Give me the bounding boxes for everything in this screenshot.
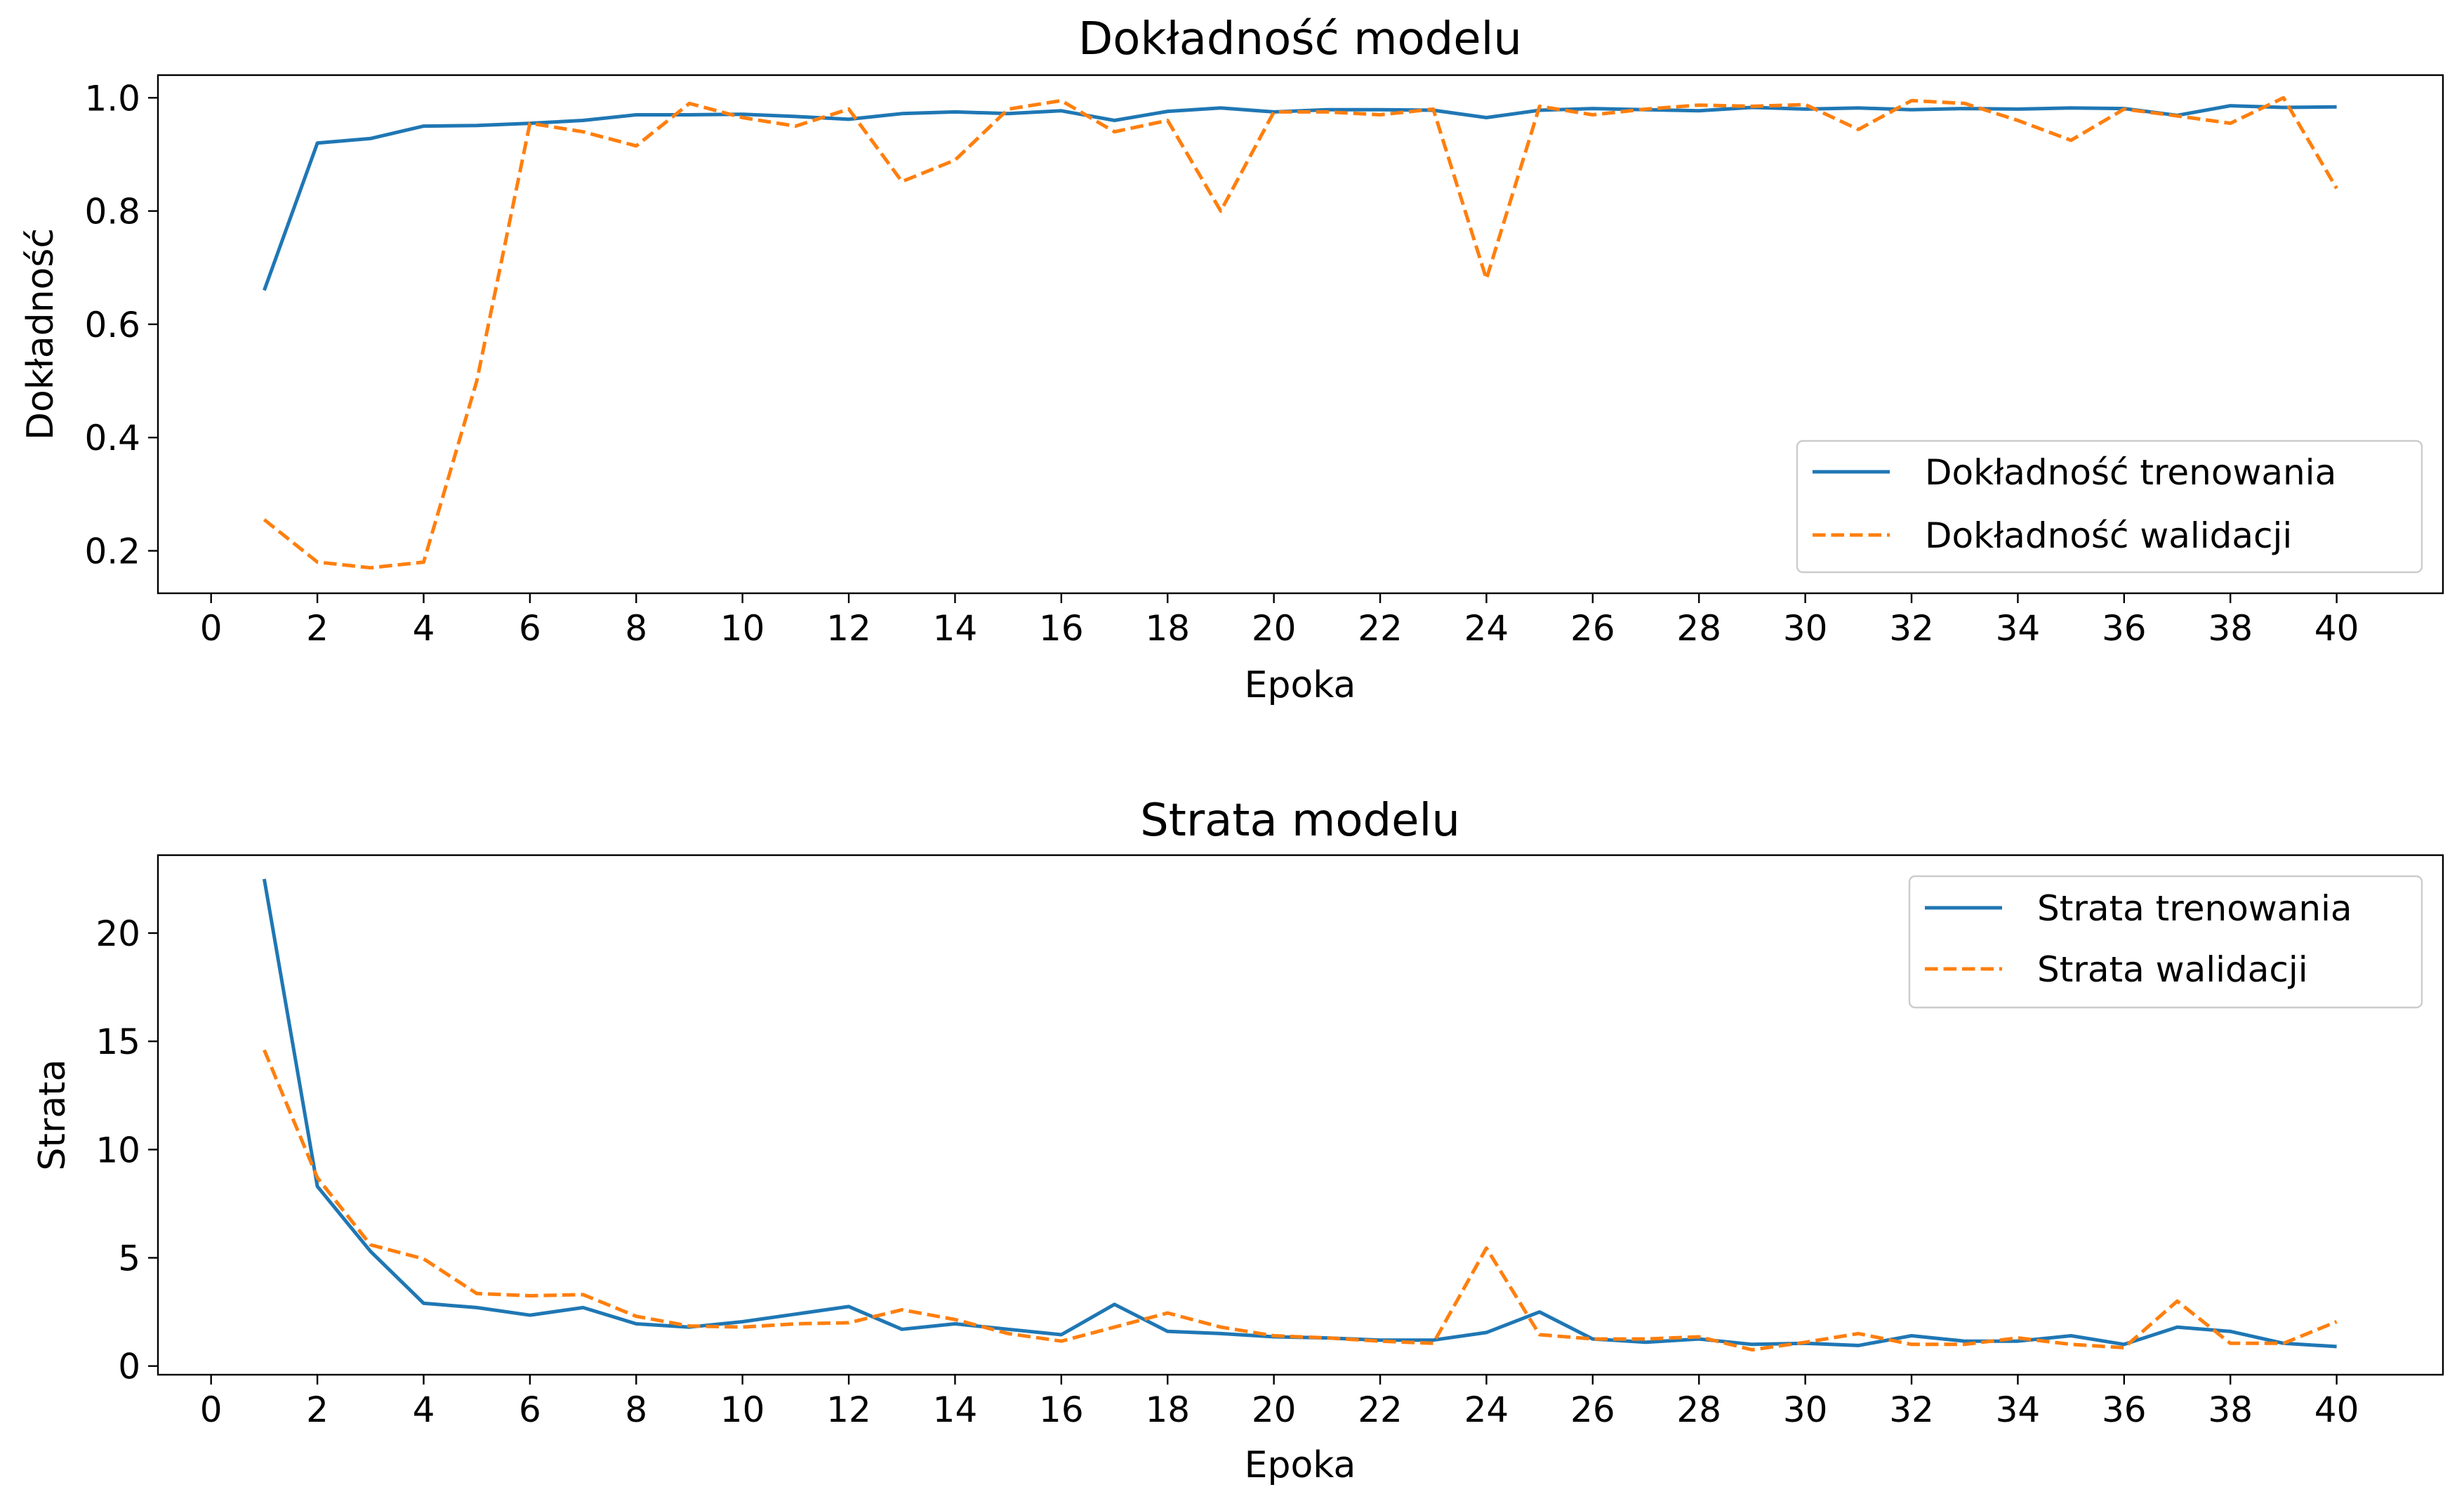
- accuracy-axes-frame: [157, 74, 2444, 595]
- accuracy-x-tick-label: 32: [1889, 608, 1934, 649]
- loss-legend-validation-label: Strata walidacji: [2037, 949, 2308, 990]
- loss-x-tick-label: 32: [1889, 1389, 1934, 1430]
- accuracy-x-tick-label: 16: [1039, 608, 1084, 649]
- accuracy-subplot: Dokładność modelu 0 2 4 6 8 10 12 14 16 18 20 22 24 2…: [20, 13, 2444, 706]
- accuracy-series-validation-line: [263, 95, 2338, 570]
- accuracy-x-tick-label: 34: [1996, 608, 2041, 649]
- loss-x-tick-label: 20: [1252, 1389, 1297, 1430]
- accuracy-x-tick-label: 24: [1464, 608, 1509, 649]
- accuracy-x-tick-label: 40: [2314, 608, 2359, 649]
- loss-axes-frame: [157, 854, 2444, 1376]
- accuracy-x-tick-label: 26: [1570, 608, 1615, 649]
- loss-x-tick-label: 12: [826, 1389, 871, 1430]
- accuracy-legend-train-label: Dokładność trenowania: [1925, 452, 2336, 493]
- loss-x-tick-label: 34: [1996, 1389, 2041, 1430]
- loss-x-tick-label: 36: [2102, 1389, 2147, 1430]
- loss-x-tick-label: 14: [933, 1389, 978, 1430]
- accuracy-y-axis-label: Dokładność: [20, 228, 62, 440]
- loss-legend: Strata trenowania Strata walidacji: [1908, 875, 2423, 1009]
- accuracy-x-tick-label: 12: [826, 608, 871, 649]
- loss-y-tick-label: 20: [95, 913, 140, 954]
- loss-x-tick-label: 18: [1145, 1389, 1190, 1430]
- loss-x-tick-label: 24: [1464, 1389, 1509, 1430]
- loss-x-tick-label: 26: [1570, 1389, 1615, 1430]
- loss-x-tick-label: 8: [625, 1389, 647, 1430]
- loss-plot-marks: 0 2 4 6 8 10 12 14 16 18 20 22 24 26 28 30 32 34 36 38 40051…: [95, 878, 2359, 1430]
- accuracy-x-tick-label: 22: [1358, 608, 1403, 649]
- accuracy-chart-title: Dokładność modelu: [1078, 13, 1522, 65]
- accuracy-legend-box: [1796, 440, 2423, 574]
- accuracy-y-tick-label: 0.4: [84, 418, 140, 458]
- accuracy-x-axis-label: Epoka: [1245, 664, 1356, 706]
- accuracy-x-tick-label: 8: [625, 608, 647, 649]
- accuracy-legend: Dokładność trenowania Dokładność walidac…: [1796, 440, 2423, 574]
- loss-x-tick-label: 28: [1676, 1389, 1721, 1430]
- loss-series-validation-line: [263, 1049, 2338, 1352]
- loss-x-tick-label: 16: [1039, 1389, 1084, 1430]
- accuracy-y-tick-label: 0.8: [84, 192, 140, 232]
- loss-x-tick-label: 10: [720, 1389, 765, 1430]
- accuracy-y-tick-label: 1.0: [84, 78, 140, 119]
- accuracy-x-tick-label: 4: [413, 608, 435, 649]
- accuracy-x-tick-label: 30: [1783, 608, 1828, 649]
- loss-y-tick-label: 15: [95, 1022, 140, 1062]
- loss-y-tick-label: 5: [118, 1239, 140, 1279]
- loss-x-tick-label: 0: [200, 1389, 223, 1430]
- accuracy-x-tick-label: 6: [519, 608, 541, 649]
- accuracy-x-tick-label: 28: [1676, 608, 1721, 649]
- loss-x-tick-label: 38: [2208, 1389, 2253, 1430]
- loss-x-tick-label: 22: [1358, 1389, 1403, 1430]
- loss-legend-box: [1908, 875, 2423, 1009]
- accuracy-x-tick-label: 14: [933, 608, 978, 649]
- loss-x-axis-label: Epoka: [1245, 1444, 1356, 1486]
- loss-legend-train-label: Strata trenowania: [2037, 888, 2352, 929]
- loss-chart-title: Strata modelu: [1140, 795, 1460, 847]
- accuracy-x-tick-label: 10: [720, 608, 765, 649]
- loss-x-tick-label: 4: [413, 1389, 435, 1430]
- loss-x-tick-label: 30: [1783, 1389, 1828, 1430]
- loss-subplot: Strata modelu 0 2 4 6 8 10 12 14 16 18 20 22 24 26 28 3…: [32, 795, 2444, 1486]
- accuracy-legend-validation-label: Dokładność walidacji: [1925, 515, 2292, 556]
- accuracy-x-tick-label: 20: [1252, 608, 1297, 649]
- accuracy-y-tick-label: 0.2: [84, 531, 140, 572]
- loss-x-tick-label: 40: [2314, 1389, 2359, 1430]
- loss-y-axis-label: Strata: [32, 1059, 74, 1171]
- accuracy-x-tick-label: 2: [306, 608, 329, 649]
- accuracy-x-tick-label: 18: [1145, 608, 1190, 649]
- accuracy-x-tick-label: 36: [2102, 608, 2147, 649]
- loss-x-tick-label: 6: [519, 1389, 541, 1430]
- loss-x-tick-label: 2: [306, 1389, 329, 1430]
- loss-y-tick-label: 10: [95, 1130, 140, 1170]
- accuracy-y-tick-label: 0.6: [84, 305, 140, 345]
- accuracy-x-tick-label: 0: [200, 608, 223, 649]
- accuracy-x-tick-label: 38: [2208, 608, 2253, 649]
- accuracy-plot-marks: 0 2 4 6 8 10 12 14 16 18 20 22 24 26 28 30 32 34 36 38 400.2…: [84, 78, 2359, 649]
- loss-y-tick-label: 0: [118, 1347, 140, 1387]
